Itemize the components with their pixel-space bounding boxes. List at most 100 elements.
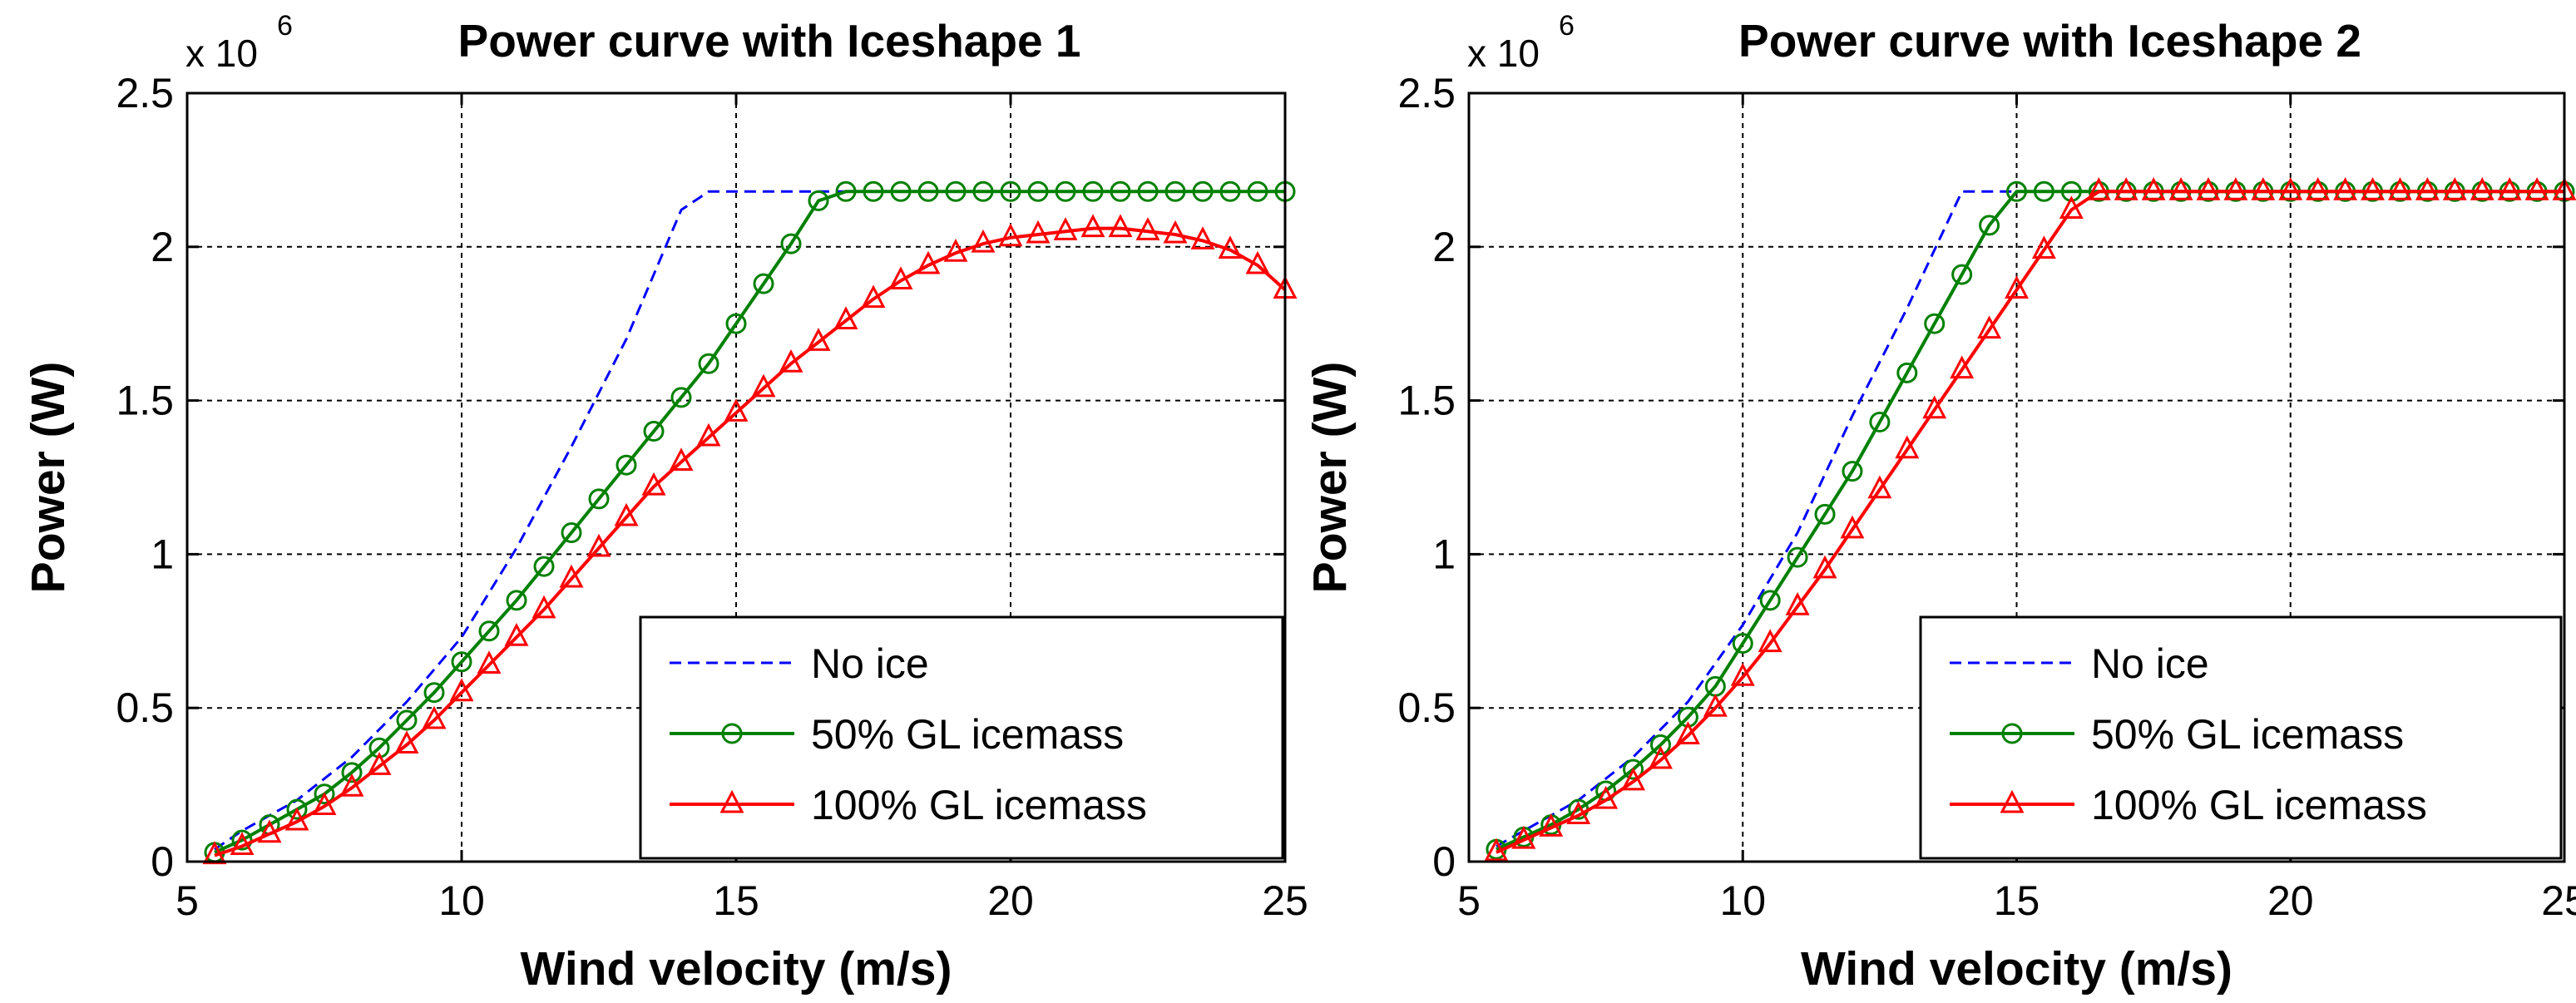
x-tick-label: 5	[1457, 877, 1481, 924]
legend-marker-circle	[2001, 723, 2023, 744]
data-point-triangle	[943, 238, 968, 262]
x-axis-label: Wind velocity (m/s)	[1801, 942, 2232, 996]
data-point-circle	[1896, 362, 1918, 383]
y-tick-label: 1	[1432, 531, 1456, 577]
data-point-circle	[1110, 180, 1131, 202]
data-point-triangle	[1190, 226, 1215, 250]
data-point-triangle	[2251, 177, 2276, 200]
data-point-circle	[1732, 633, 1753, 655]
series-100-gl-icemass	[1484, 177, 2576, 862]
data-point-triangle	[614, 502, 639, 526]
data-point-circle	[2033, 180, 2054, 202]
data-point-triangle	[669, 447, 694, 472]
data-point-circle	[890, 180, 912, 202]
data-point-circle	[1979, 215, 2000, 236]
y-exponent-power: 6	[1559, 10, 1575, 42]
data-point-triangle	[2361, 177, 2385, 200]
data-point-triangle	[806, 328, 831, 351]
data-point-triangle	[257, 819, 282, 843]
legend-entry: 50% GL icemass	[670, 711, 1124, 758]
data-point-circle	[1623, 758, 1644, 780]
data-point-circle	[1027, 180, 1049, 202]
data-point-triangle	[971, 229, 996, 253]
x-tick-label: 20	[2267, 877, 2314, 924]
data-point-triangle	[2086, 177, 2111, 200]
data-point-triangle	[422, 705, 447, 729]
series-line	[214, 226, 1287, 857]
data-point-triangle	[861, 284, 886, 309]
chart-1: 5 10 15 20 25 0 0.5 1 1.5 2 2.5 Power curve with Ic…	[22, 10, 1308, 996]
data-point-circle	[561, 522, 582, 544]
chart-title: Power curve with Iceshape 2	[1738, 15, 2361, 67]
y-tick-label: 1	[151, 531, 174, 577]
data-point-triangle	[1026, 220, 1051, 244]
data-point-triangle	[2059, 195, 2084, 219]
legend-label: No ice	[811, 640, 929, 687]
y-tick-label: 2	[151, 224, 174, 270]
series-50-gl-icemass	[204, 180, 1296, 863]
legend-label: 100% GL icemass	[811, 782, 1147, 828]
data-point-triangle	[2387, 177, 2412, 200]
series-100-gl-icemass	[202, 214, 1298, 865]
y-exponent-label: x 10	[1467, 32, 1540, 75]
data-point-circle	[1000, 180, 1021, 202]
data-point-circle	[533, 556, 555, 577]
axes-frame	[185, 91, 1287, 863]
data-point-circle	[808, 190, 829, 211]
data-point-triangle	[1108, 214, 1133, 238]
data-point-circle	[1082, 180, 1104, 202]
data-point-triangle	[1922, 395, 1947, 419]
data-point-circle	[314, 783, 335, 805]
y-exponent-label: x 10	[185, 32, 258, 75]
data-point-triangle	[2333, 177, 2358, 200]
data-point-circle	[1814, 503, 1836, 525]
data-point-circle	[478, 620, 500, 642]
data-point-triangle	[202, 841, 227, 865]
legend-entry: 100% GL icemass	[670, 782, 1147, 828]
data-point-circle	[1137, 180, 1159, 202]
legend-entry: 50% GL icemass	[1950, 711, 2404, 758]
y-tick-label: 2.5	[116, 70, 174, 116]
x-tick-label: 10	[1719, 877, 1766, 924]
data-point-triangle	[1950, 355, 1975, 379]
data-point-triangle	[1758, 629, 1782, 653]
data-point-triangle	[1785, 591, 1810, 615]
legend-entry: 100% GL icemass	[1950, 782, 2427, 828]
data-point-triangle	[2114, 177, 2138, 200]
data-point-triangle	[1675, 721, 1700, 744]
data-point-triangle	[2497, 177, 2522, 200]
data-point-triangle	[2470, 177, 2494, 200]
data-point-triangle	[1218, 235, 1243, 259]
data-point-triangle	[2141, 177, 2166, 200]
data-point-triangle	[1135, 217, 1160, 240]
data-point-triangle	[1621, 767, 1646, 791]
legend-label: 50% GL icemass	[811, 711, 1124, 758]
y-tick-label: 1.5	[116, 378, 174, 424]
data-point-triangle	[998, 223, 1023, 247]
data-point-circle	[1869, 411, 1891, 432]
x-tick-label: 10	[438, 877, 485, 924]
data-point-circle	[945, 180, 967, 202]
legend: No ice 50% GL icemass 100% GL icemass	[639, 615, 1284, 860]
data-point-circle	[643, 421, 665, 442]
data-point-triangle	[1594, 785, 1619, 809]
data-point-circle	[396, 709, 418, 731]
x-tick-label: 5	[176, 877, 199, 924]
chart-title: Power curve with Iceshape 1	[458, 15, 1081, 67]
legend-entry: No ice	[670, 640, 929, 687]
legend-box	[1919, 615, 2563, 860]
data-point-circle	[231, 829, 253, 851]
data-point-triangle	[2196, 177, 2221, 200]
data-point-triangle	[504, 622, 529, 646]
data-point-triangle	[2524, 177, 2549, 200]
data-point-triangle	[724, 398, 749, 422]
y-tick-label: 0.5	[1397, 684, 1456, 731]
data-point-circle	[1055, 180, 1076, 202]
data-point-triangle	[916, 250, 941, 274]
x-tick-label: 15	[713, 877, 759, 924]
data-point-circle	[698, 353, 719, 374]
data-point-circle	[835, 180, 857, 202]
y-exponent-power: 6	[277, 10, 293, 42]
data-point-circle	[588, 488, 610, 510]
